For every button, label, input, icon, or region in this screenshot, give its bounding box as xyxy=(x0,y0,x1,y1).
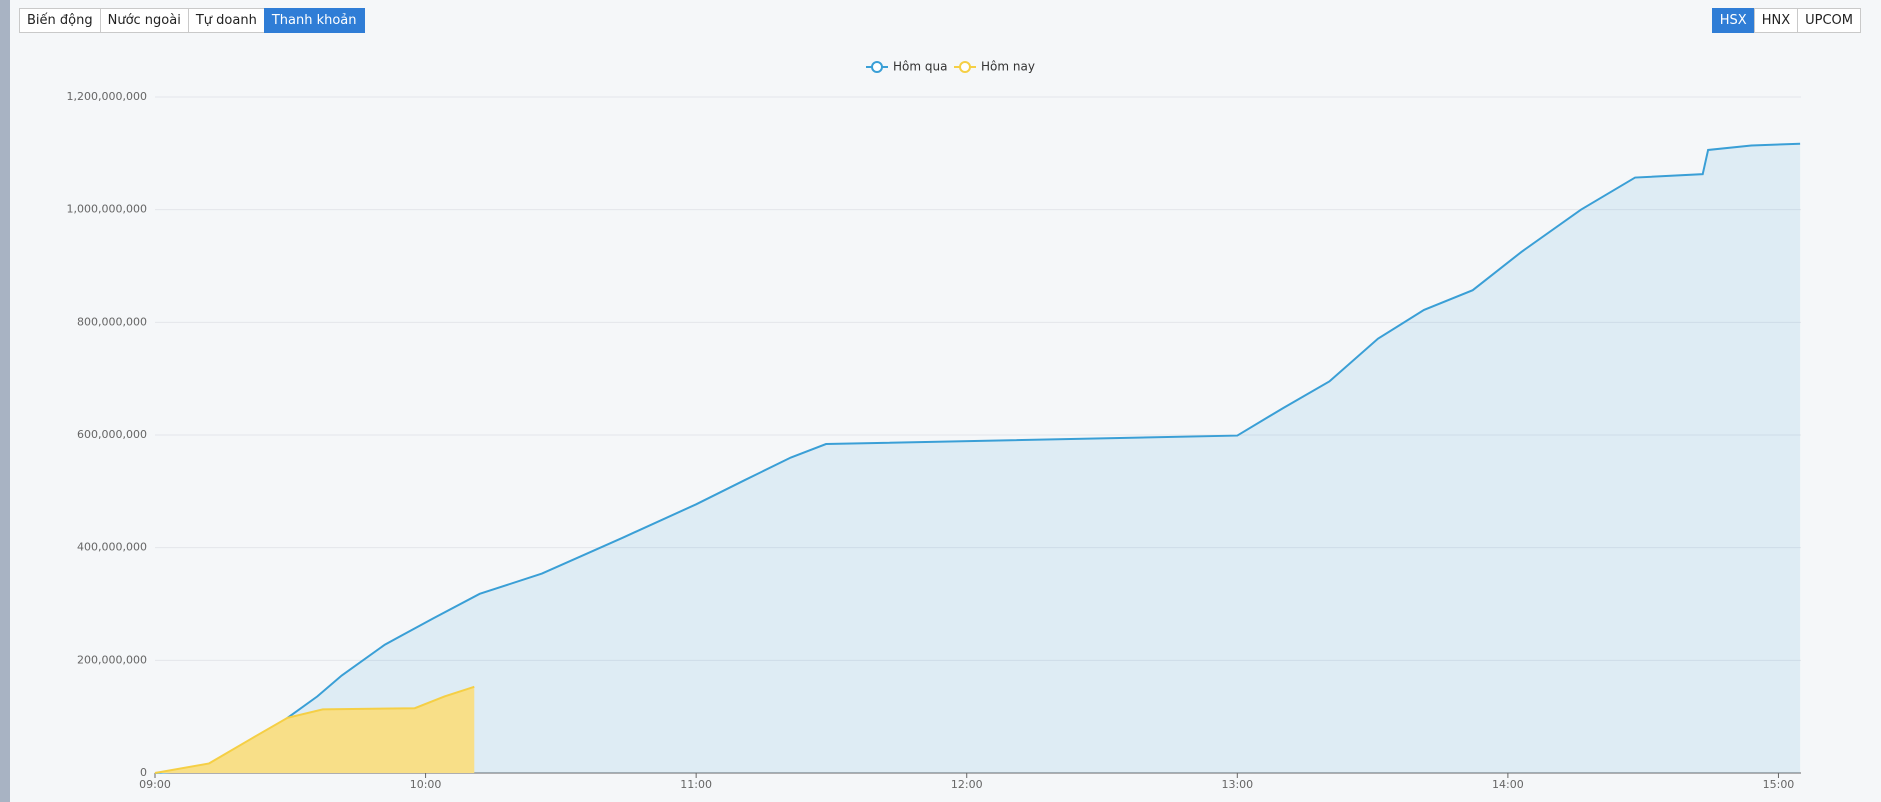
tab-button[interactable]: HSX xyxy=(1711,8,1755,33)
y-tick-label: 200,000,000 xyxy=(77,653,147,666)
line xyxy=(154,142,1801,774)
legend-marker xyxy=(959,61,971,73)
x-tick-label: 13:00 xyxy=(1221,778,1253,791)
x-tick-label: 09:00 xyxy=(139,778,171,791)
area xyxy=(155,686,475,773)
area xyxy=(155,143,1801,774)
y-tick-label: 1,200,000,000 xyxy=(67,90,147,103)
legend-marker xyxy=(871,61,883,73)
legend-label: Hôm nay xyxy=(981,60,1035,74)
tab-button[interactable]: HNX xyxy=(1753,8,1799,33)
x-tick-label: 15:00 xyxy=(1763,778,1795,791)
x-tick-label: 12:00 xyxy=(951,778,983,791)
tab-group: Biến động Nước ngoài Tự doanh Thanh khoản xyxy=(19,8,365,33)
tab-button[interactable]: Thanh khoản xyxy=(263,8,365,33)
legend-label: Hôm qua xyxy=(893,60,947,74)
tab-button[interactable]: Biến động xyxy=(19,8,101,33)
y-tick-label: 0 xyxy=(140,766,147,779)
line xyxy=(154,685,475,774)
y-tick-label: 600,000,000 xyxy=(77,428,147,441)
x-tick-label: 11:00 xyxy=(680,778,712,791)
tab-button[interactable]: Tự doanh xyxy=(187,8,265,33)
x-tick-label: 14:00 xyxy=(1492,778,1524,791)
y-tick-label: 1,000,000,000 xyxy=(67,203,147,216)
y-tick-label: 400,000,000 xyxy=(77,541,147,554)
tab-button[interactable]: Nước ngoài xyxy=(99,8,189,33)
tab-button[interactable]: UPCOM xyxy=(1797,8,1861,33)
x-tick-label: 10:00 xyxy=(410,778,442,791)
sidebar-strip xyxy=(0,0,10,802)
y-tick-label: 800,000,000 xyxy=(77,315,147,328)
exchange-group: HSX HNX UPCOM xyxy=(1711,8,1861,33)
